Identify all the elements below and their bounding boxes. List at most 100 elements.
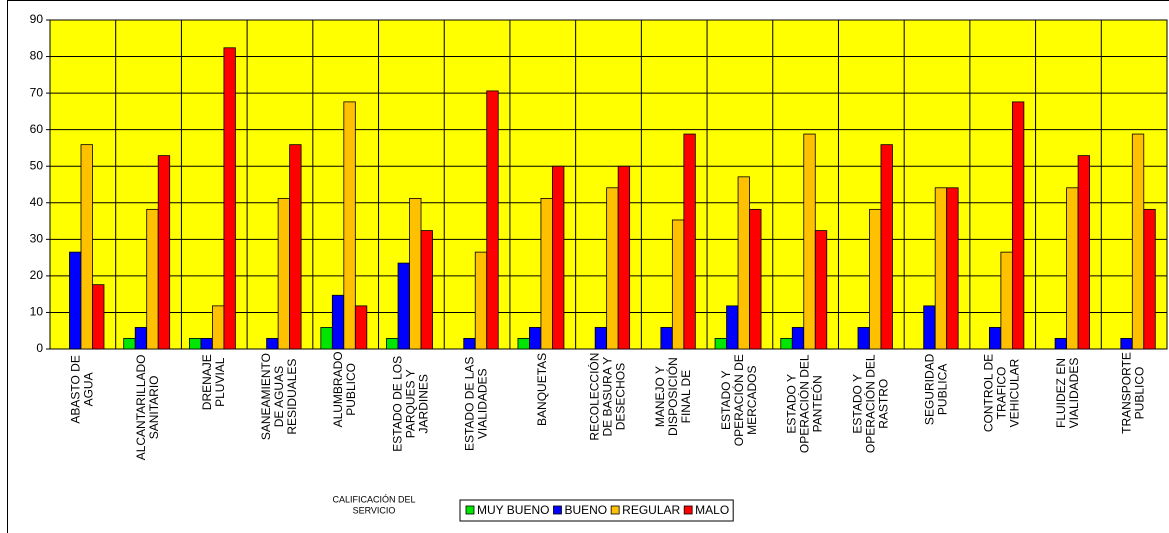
bar <box>1011 101 1025 350</box>
x-tick-label-group: MANEJO YDISPOSICIÓNFINAL DE <box>653 357 693 436</box>
bar <box>606 187 619 350</box>
bar <box>289 144 302 350</box>
bar <box>474 251 488 350</box>
bar <box>134 327 148 350</box>
x-tick-label-group: SANEAMIENTODE AGUASRESIDUALES <box>259 353 299 440</box>
x-tick-label-group: CONTROL DETRAFICOVEHICULAR <box>982 354 1022 432</box>
bar <box>946 187 959 350</box>
bar <box>266 337 279 350</box>
y-tick-label: 30 <box>30 232 44 246</box>
x-tick-label-group: ESTADO DE LASVIALIDADES <box>463 357 490 451</box>
x-tick-label-group: ALUMBRADOPUBLICO <box>331 351 358 427</box>
x-tick-label: SANEAMIENTODE AGUASRESIDUALES <box>259 353 299 440</box>
bar <box>540 197 553 350</box>
legend-box <box>459 499 734 522</box>
bar <box>814 230 828 350</box>
x-tick-label-group: RECOLECCIÓNDE BASURA YDESECHOS <box>587 353 628 441</box>
bar <box>486 90 499 350</box>
bar <box>749 208 762 350</box>
bar <box>552 165 565 350</box>
bar <box>923 305 936 350</box>
bar <box>146 208 159 350</box>
x-tick-label-group: TRANSPORTEPUBLICO <box>1120 352 1147 434</box>
bar <box>1000 251 1013 350</box>
legend-swatch <box>465 505 475 515</box>
bar <box>737 176 750 350</box>
bar <box>1131 133 1145 350</box>
y-tick-label: 60 <box>30 122 44 136</box>
bar <box>463 337 476 350</box>
x-tick-label: ALUMBRADOPUBLICO <box>331 351 358 427</box>
x-tick-label-group: FLUIDEZ ENVIALIDADES <box>1054 358 1081 429</box>
x-tick-label: ESTADO YOPERACIÓN DEMERCADOS <box>719 354 759 446</box>
bar <box>386 337 399 350</box>
bar <box>617 165 631 350</box>
y-tick-label: 80 <box>30 49 44 63</box>
bar <box>780 337 793 350</box>
x-tick-label: ESTADO DE LASVIALIDADES <box>463 357 490 451</box>
legend-label: MUY BUENO <box>477 503 549 517</box>
bar <box>683 133 696 350</box>
bar <box>1054 337 1067 350</box>
legend-label: BUENO <box>564 503 607 517</box>
bar <box>726 305 739 350</box>
bar <box>354 305 368 350</box>
bar <box>791 327 805 350</box>
x-tick-label-group: SEGURIDADPUBLICA <box>923 353 950 425</box>
x-tick-label-group: ABASTO DEAGUA <box>69 355 96 423</box>
x-tick-label-group: BANQUETAS <box>535 353 549 426</box>
bar <box>200 337 213 350</box>
x-tick-label: DRENAJEPLUVIAL <box>200 354 227 410</box>
bar <box>1077 155 1090 350</box>
bar <box>857 327 870 350</box>
y-tick-label: 40 <box>30 195 44 209</box>
bar <box>123 337 136 350</box>
bar <box>714 337 727 350</box>
x-tick-label: ESTADO YOPERACIÓN DELPANTEÓN <box>785 354 825 453</box>
x-tick-label-group: ESTADO DE LOSPARQUES YJARDINES <box>391 356 431 452</box>
x-tick-label-group: ESTADO YOPERACIÓN DELPANTEÓN <box>785 354 825 453</box>
bar <box>1143 208 1156 350</box>
bar <box>157 155 171 350</box>
bar <box>803 133 816 350</box>
x-tick-label-group: DRENAJEPLUVIAL <box>200 354 227 410</box>
bar <box>69 251 82 350</box>
x-tick-label: RECOLECCIÓNDE BASURA YDESECHOS <box>587 353 628 441</box>
bar <box>343 101 356 350</box>
y-tick-label: 50 <box>30 158 44 172</box>
bar <box>189 337 202 350</box>
legend-swatch <box>553 505 562 515</box>
legend-label: REGULAR <box>622 503 680 517</box>
bar <box>1066 187 1079 350</box>
bar <box>223 47 236 350</box>
y-tick-label: 0 <box>36 341 43 355</box>
bar <box>331 294 345 350</box>
x-tick-label: FLUIDEZ ENVIALIDADES <box>1054 358 1081 429</box>
legend-swatch <box>610 505 620 515</box>
x-tick-label: ALCANTARILLADOSANITARIO <box>134 354 161 460</box>
x-tick-label-group: ESTADO YOPERACIÓN DEMERCADOS <box>719 354 759 446</box>
x-tick-label: MANEJO YDISPOSICIÓNFINAL DE <box>653 357 693 436</box>
bar <box>92 284 105 350</box>
x-tick-label-group: ESTADO YOPERACIÓN DELRASTRO <box>850 354 890 453</box>
bar <box>420 230 433 350</box>
x-tick-label: ABASTO DEAGUA <box>69 355 96 423</box>
x-tick-label: TRANSPORTEPUBLICO <box>1120 352 1147 434</box>
x-tick-label: ESTADO YOPERACIÓN DELRASTRO <box>850 354 890 453</box>
bar <box>529 327 542 350</box>
x-tick-label-group: ALCANTARILLADOSANITARIO <box>134 354 161 460</box>
x-tick-label: BANQUETAS <box>535 353 549 426</box>
bar <box>988 327 1002 350</box>
bar <box>1120 337 1133 350</box>
y-tick-label: 90 <box>30 12 44 26</box>
bar <box>660 327 673 350</box>
x-tick-label: ESTADO DE LOSPARQUES YJARDINES <box>391 356 431 452</box>
bar <box>671 219 685 350</box>
y-tick-label: 10 <box>30 305 44 319</box>
x-axis-label: CALIFICACIÓN DEL SERVICIO <box>332 495 415 516</box>
bar <box>880 144 893 350</box>
bar <box>934 187 948 350</box>
bar <box>594 327 608 350</box>
bar <box>517 337 530 350</box>
bar <box>320 327 333 350</box>
